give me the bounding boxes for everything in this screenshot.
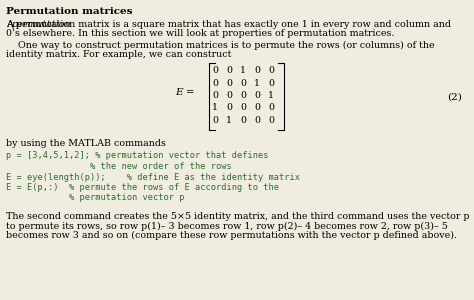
Text: 1: 1 (226, 116, 232, 125)
Text: 0: 0 (212, 66, 218, 75)
Text: 0: 0 (226, 103, 232, 112)
Text: becomes row 3 and so on (compare these row permutations with the vector p define: becomes row 3 and so on (compare these r… (6, 231, 457, 240)
Text: 0: 0 (226, 79, 232, 88)
Text: E = eye(length(p));    % define E as the identity matrix: E = eye(length(p)); % define E as the id… (6, 172, 300, 182)
Text: 0: 0 (268, 103, 274, 112)
Text: 0: 0 (240, 116, 246, 125)
Text: 0: 0 (268, 79, 274, 88)
Text: % permutation vector p: % permutation vector p (6, 194, 184, 202)
Text: by using the MATLAB commands: by using the MATLAB commands (6, 139, 166, 148)
Text: % the new order of the rows: % the new order of the rows (6, 162, 232, 171)
Text: permutation: permutation (12, 20, 72, 29)
Text: 1: 1 (254, 79, 260, 88)
Text: The second command creates the 5×5 identity matrix, and the third command uses t: The second command creates the 5×5 ident… (6, 212, 470, 221)
Text: 0: 0 (254, 91, 260, 100)
Text: 0: 0 (254, 103, 260, 112)
Text: 0: 0 (212, 116, 218, 125)
Text: 0: 0 (226, 66, 232, 75)
Text: Permutation matrices: Permutation matrices (6, 7, 133, 16)
Text: 0: 0 (212, 91, 218, 100)
Text: 0’s elsewhere. In this section we will look at properties of permutation matrice: 0’s elsewhere. In this section we will l… (6, 29, 394, 38)
Text: A permutation matrix is a square matrix that has exactly one 1 in every row and : A permutation matrix is a square matrix … (6, 20, 451, 29)
Text: to permute its rows, so row p(1)– 3 becomes row 1, row p(2)– 4 becomes row 2, ro: to permute its rows, so row p(1)– 3 beco… (6, 221, 448, 231)
Text: E = E(p,:)  % permute the rows of E according to the: E = E(p,:) % permute the rows of E accor… (6, 183, 279, 192)
Text: (2): (2) (447, 93, 462, 102)
Text: E =: E = (175, 88, 195, 97)
Text: 0: 0 (212, 79, 218, 88)
Text: 0: 0 (240, 79, 246, 88)
Text: p = [3,4,5,1,2]; % permutation vector that defines: p = [3,4,5,1,2]; % permutation vector th… (6, 152, 268, 160)
Text: One way to construct permutation matrices is to permute the rows (or columns) of: One way to construct permutation matrice… (6, 41, 435, 50)
Text: 0: 0 (226, 91, 232, 100)
Text: 1: 1 (240, 66, 246, 75)
Text: 0: 0 (254, 66, 260, 75)
Text: 1: 1 (268, 91, 274, 100)
Text: 0: 0 (240, 103, 246, 112)
Text: 0: 0 (254, 116, 260, 125)
Text: identity matrix. For example, we can construct: identity matrix. For example, we can con… (6, 50, 231, 59)
Text: 1: 1 (212, 103, 218, 112)
Text: 0: 0 (240, 91, 246, 100)
Text: 0: 0 (268, 66, 274, 75)
Text: 0: 0 (268, 116, 274, 125)
Text: A: A (6, 20, 16, 29)
